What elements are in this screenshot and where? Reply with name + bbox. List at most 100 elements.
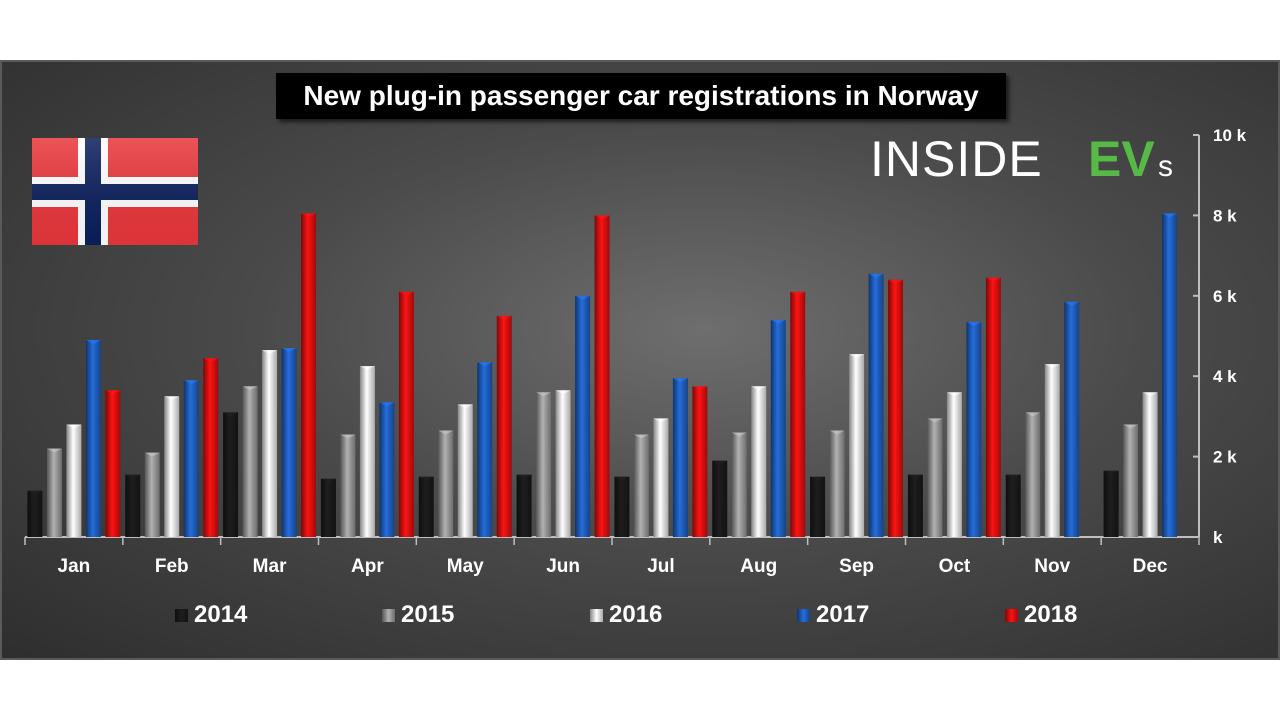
bar-cap: [575, 295, 591, 300]
bar-2016-dec: [1142, 392, 1158, 537]
bar-cap: [1044, 364, 1060, 369]
bar-2017-aug: [770, 319, 786, 537]
bar-cap: [418, 476, 434, 481]
x-tick-label-jul: Jul: [647, 556, 674, 577]
bar-cap: [888, 279, 904, 284]
x-tick-label-oct: Oct: [939, 556, 971, 577]
bar-cap: [633, 434, 649, 439]
legend-item-2016: 2016: [590, 598, 662, 632]
bar-cap: [242, 386, 258, 391]
legend-swatch: [590, 608, 603, 622]
bar-2016-jul: [653, 418, 669, 537]
bar-2015-may: [438, 430, 454, 537]
bar-cap: [927, 418, 943, 423]
y-axis-ticks: k 2 k 4 k 6 k 8 k 10 k: [1193, 126, 1247, 547]
bar-2014-feb: [125, 474, 141, 537]
bar-2014-apr: [320, 478, 336, 537]
bar-cap: [457, 404, 473, 409]
bar-2017-sep: [868, 273, 884, 537]
bar-cap: [46, 448, 62, 453]
bar-cap: [281, 348, 297, 353]
logo-s-text: s: [1158, 150, 1173, 183]
y-tick-label: 8 k: [1213, 206, 1237, 225]
bar-2018-jul: [692, 386, 708, 537]
bar-cap: [183, 380, 199, 385]
bar-cap: [477, 362, 493, 367]
bar-2015-jan: [46, 448, 62, 537]
bar-cap: [359, 366, 375, 371]
bar-cap: [1064, 301, 1080, 306]
bar-2018-jun: [594, 215, 610, 537]
bar-cap: [868, 273, 884, 278]
bar-2016-apr: [359, 366, 375, 537]
bar-2018-may: [496, 315, 512, 537]
bar-2015-aug: [731, 432, 747, 537]
bar-cap: [653, 418, 669, 423]
bar-2016-sep: [849, 354, 865, 537]
bar-2015-nov: [1025, 412, 1041, 537]
bar-cap: [496, 315, 512, 320]
logo-inside-text: INSIDE: [870, 131, 1043, 187]
bar-cap: [692, 386, 708, 391]
legend-label: 2015: [401, 601, 455, 628]
bar-2014-sep: [810, 476, 826, 537]
bar-cap: [594, 215, 610, 220]
bar-2016-aug: [751, 386, 767, 537]
bar-2015-jul: [633, 434, 649, 537]
legend-swatch: [797, 608, 810, 622]
bar-cap: [223, 412, 239, 417]
bar-cap: [66, 424, 82, 429]
bar-cap: [379, 402, 395, 407]
bar-cap: [614, 476, 630, 481]
bar-2016-oct: [946, 392, 962, 537]
legend-item-2017: 2017: [797, 598, 869, 632]
insideevs-logo: INSIDE EV s: [870, 131, 1173, 187]
legend-label: 2017: [816, 601, 870, 628]
bar-2014-jul: [614, 476, 630, 537]
bar-2018-sep: [888, 279, 904, 537]
bar-2014-may: [418, 476, 434, 537]
bar-2017-feb: [183, 380, 199, 537]
bar-cap: [731, 432, 747, 437]
legend-label: 2018: [1024, 601, 1078, 628]
legend-swatch: [382, 608, 395, 622]
bar-2017-jan: [85, 340, 101, 537]
legend-swatch: [1005, 608, 1018, 622]
x-tick-label-jan: Jan: [58, 556, 91, 577]
bar-2016-mar: [262, 350, 278, 537]
bar-2017-may: [477, 362, 493, 537]
legend-item-2015: 2015: [382, 598, 454, 632]
bar-cap: [301, 213, 317, 218]
bar-2014-jun: [516, 474, 532, 537]
bar-cap: [27, 490, 43, 495]
bar-2015-dec: [1123, 424, 1139, 537]
x-tick-label-apr: Apr: [351, 556, 384, 577]
chart-title: New plug-in passenger car registrations …: [276, 73, 1006, 119]
bar-cap: [105, 390, 121, 395]
bar-2017-jul: [672, 378, 688, 537]
bar-2017-mar: [281, 348, 297, 537]
bar-2018-jan: [105, 390, 121, 537]
legend-label: 2016: [609, 601, 663, 628]
bar-2015-sep: [829, 430, 845, 537]
x-tick-label-aug: Aug: [740, 556, 777, 577]
bar-2017-apr: [379, 402, 395, 537]
y-tick-label: 10 k: [1213, 126, 1247, 145]
bar-2018-mar: [301, 213, 317, 537]
bar-cap: [320, 478, 336, 483]
bar-2014-nov: [1005, 474, 1021, 537]
legend-item-2014: 2014: [175, 598, 247, 632]
bar-2018-feb: [203, 358, 219, 537]
bar-2016-feb: [164, 396, 180, 537]
bar-cap: [712, 460, 728, 465]
x-tick-label-may: May: [447, 556, 484, 577]
legend-swatch: [175, 608, 188, 622]
x-tick-label-sep: Sep: [839, 556, 874, 577]
x-tick-label-jun: Jun: [546, 556, 580, 577]
bar-cap: [985, 277, 1001, 282]
bar-cap: [907, 474, 923, 479]
bar-cap: [829, 430, 845, 435]
bar-cap: [516, 474, 532, 479]
y-tick-label: 2 k: [1213, 448, 1237, 467]
bar-2018-oct: [985, 277, 1001, 537]
